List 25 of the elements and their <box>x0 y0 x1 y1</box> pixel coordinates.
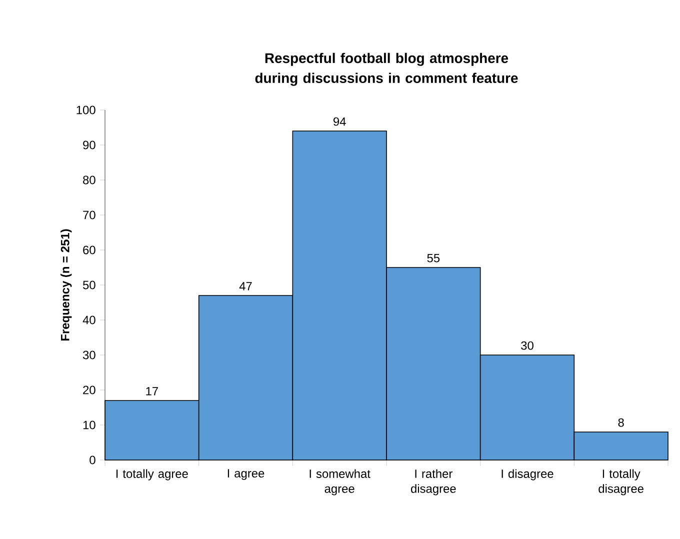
data-label: 30 <box>521 341 534 350</box>
y-tick-label: 20 <box>83 386 96 394</box>
y-tick-label: 40 <box>82 316 96 324</box>
data-label: 17 <box>146 387 158 396</box>
x-tick-label: I agree <box>228 469 264 480</box>
x-tick-label: I totally disagree <box>598 469 644 496</box>
x-tick-label: I rather disagree <box>410 469 456 496</box>
x-tick-label: I totally agree <box>116 469 188 480</box>
y-tick-label: 100 <box>76 106 96 114</box>
x-tick-label: I somewhat agree <box>310 469 370 496</box>
chart-title: Respectful football blog atmosphere during discussions in comment feature <box>255 52 518 86</box>
data-label: 47 <box>239 282 252 290</box>
y-tick-label: 30 <box>82 350 96 360</box>
y-axis-title: Frequency (n = 251) <box>60 229 72 341</box>
y-tick-label: 80 <box>83 176 96 184</box>
y-tick-label: 10 <box>83 420 96 430</box>
data-label: 55 <box>427 254 440 262</box>
data-label: 94 <box>334 117 346 126</box>
data-label: 8 <box>618 418 624 427</box>
y-tick-label: 70 <box>83 210 96 220</box>
y-tick-label: 90 <box>83 140 96 150</box>
y-tick-label: 60 <box>83 246 96 254</box>
y-tick-label: 50 <box>83 280 96 290</box>
x-tick-label: I disagree <box>502 469 554 480</box>
y-tick-label: 0 <box>90 456 96 464</box>
